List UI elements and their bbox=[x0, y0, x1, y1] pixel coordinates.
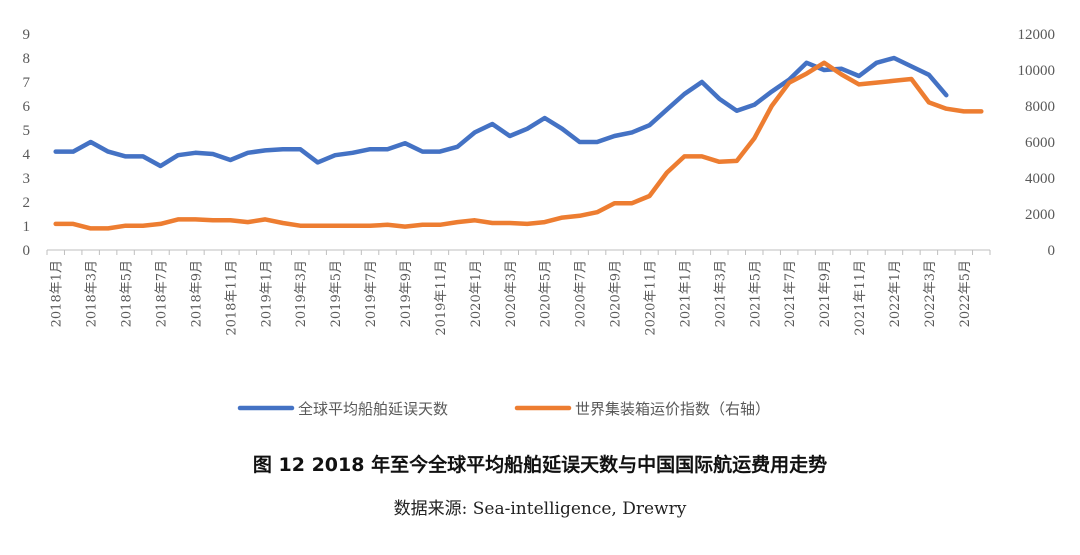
x-tick-label: 2019年9月 bbox=[399, 260, 414, 327]
y2-tick-label: 2000 bbox=[1025, 207, 1055, 223]
series-layer bbox=[53, 55, 984, 231]
x-tick-label: 2018年11月 bbox=[224, 260, 239, 336]
x-tick-label: 2021年3月 bbox=[713, 260, 728, 327]
y2-tick-label: 0 bbox=[1048, 243, 1056, 259]
y-tick-label: 2 bbox=[23, 195, 31, 211]
y-tick-label: 5 bbox=[23, 123, 31, 139]
y2-tick-label: 12000 bbox=[1018, 27, 1056, 43]
x-tick-label: 2019年7月 bbox=[364, 260, 379, 327]
x-tick-label: 2018年1月 bbox=[50, 260, 65, 327]
x-tick-label: 2022年1月 bbox=[888, 260, 903, 327]
y-tick-label: 4 bbox=[23, 147, 31, 163]
y2-tick-label: 4000 bbox=[1025, 171, 1055, 187]
x-tick-label: 2021年5月 bbox=[748, 260, 763, 327]
axes: 0 1 2 3 4 5 6 7 8 9 0 2000 4000 6000 8000 10000 12000 201… bbox=[23, 27, 1056, 336]
y-tick-label: 3 bbox=[23, 171, 31, 187]
x-tick-label: 2018年7月 bbox=[155, 260, 170, 327]
y2-tick-label: 8000 bbox=[1025, 99, 1055, 115]
x-tick-label: 2020年1月 bbox=[469, 260, 484, 327]
series-line-delay-days bbox=[53, 55, 949, 169]
x-tick-label: 2021年11月 bbox=[853, 260, 868, 336]
legend-delay-days-label: 全球平均船舶延误天数 bbox=[298, 400, 448, 418]
y-tick-label: 7 bbox=[23, 75, 31, 91]
legend: 全球平均船舶延误天数 世界集装箱运价指数（右轴） bbox=[237, 400, 770, 418]
y2-tick-label: 10000 bbox=[1018, 63, 1056, 79]
x-tick-label: 2018年9月 bbox=[189, 260, 204, 327]
figure-caption: 图 12 2018 年至今全球平均船舶延误天数与中国国际航运费用走势 bbox=[252, 454, 828, 476]
y-tick-label: 9 bbox=[23, 27, 31, 43]
y2-tick-label: 6000 bbox=[1025, 135, 1055, 151]
x-tick-label: 2018年3月 bbox=[85, 260, 100, 327]
x-tick-label: 2020年9月 bbox=[609, 260, 624, 327]
x-tick-label: 2020年11月 bbox=[643, 260, 658, 336]
y-tick-label: 8 bbox=[23, 51, 31, 67]
x-tick-label: 2022年3月 bbox=[923, 260, 938, 327]
x-tick-label: 2020年3月 bbox=[504, 260, 519, 327]
x-tick-label: 2020年5月 bbox=[539, 260, 554, 327]
x-tick-label: 2019年1月 bbox=[259, 260, 274, 327]
x-tick-label: 2021年7月 bbox=[783, 260, 798, 327]
series-line-freight-index bbox=[53, 60, 984, 231]
x-tick-label: 2019年3月 bbox=[294, 260, 309, 327]
data-source: 数据来源: Sea-intelligence, Drewry bbox=[393, 499, 687, 519]
x-tick-label: 2020年7月 bbox=[574, 260, 589, 327]
y-tick-label: 6 bbox=[23, 99, 31, 115]
x-tick-label: 2018年5月 bbox=[120, 260, 135, 327]
x-tick-label: 2021年9月 bbox=[818, 260, 833, 327]
x-tick-label: 2021年1月 bbox=[678, 260, 693, 327]
x-tick-label: 2019年11月 bbox=[434, 260, 449, 336]
x-tick-label: 2022年5月 bbox=[958, 260, 973, 327]
y-tick-label: 1 bbox=[23, 219, 31, 235]
legend-freight-index-label: 世界集装箱运价指数（右轴） bbox=[575, 400, 770, 418]
y-tick-label: 0 bbox=[23, 243, 31, 259]
x-tick-label: 2019年5月 bbox=[329, 260, 344, 327]
chart: 0 1 2 3 4 5 6 7 8 9 0 2000 4000 6000 8000 10000 12000 201… bbox=[23, 27, 1056, 418]
